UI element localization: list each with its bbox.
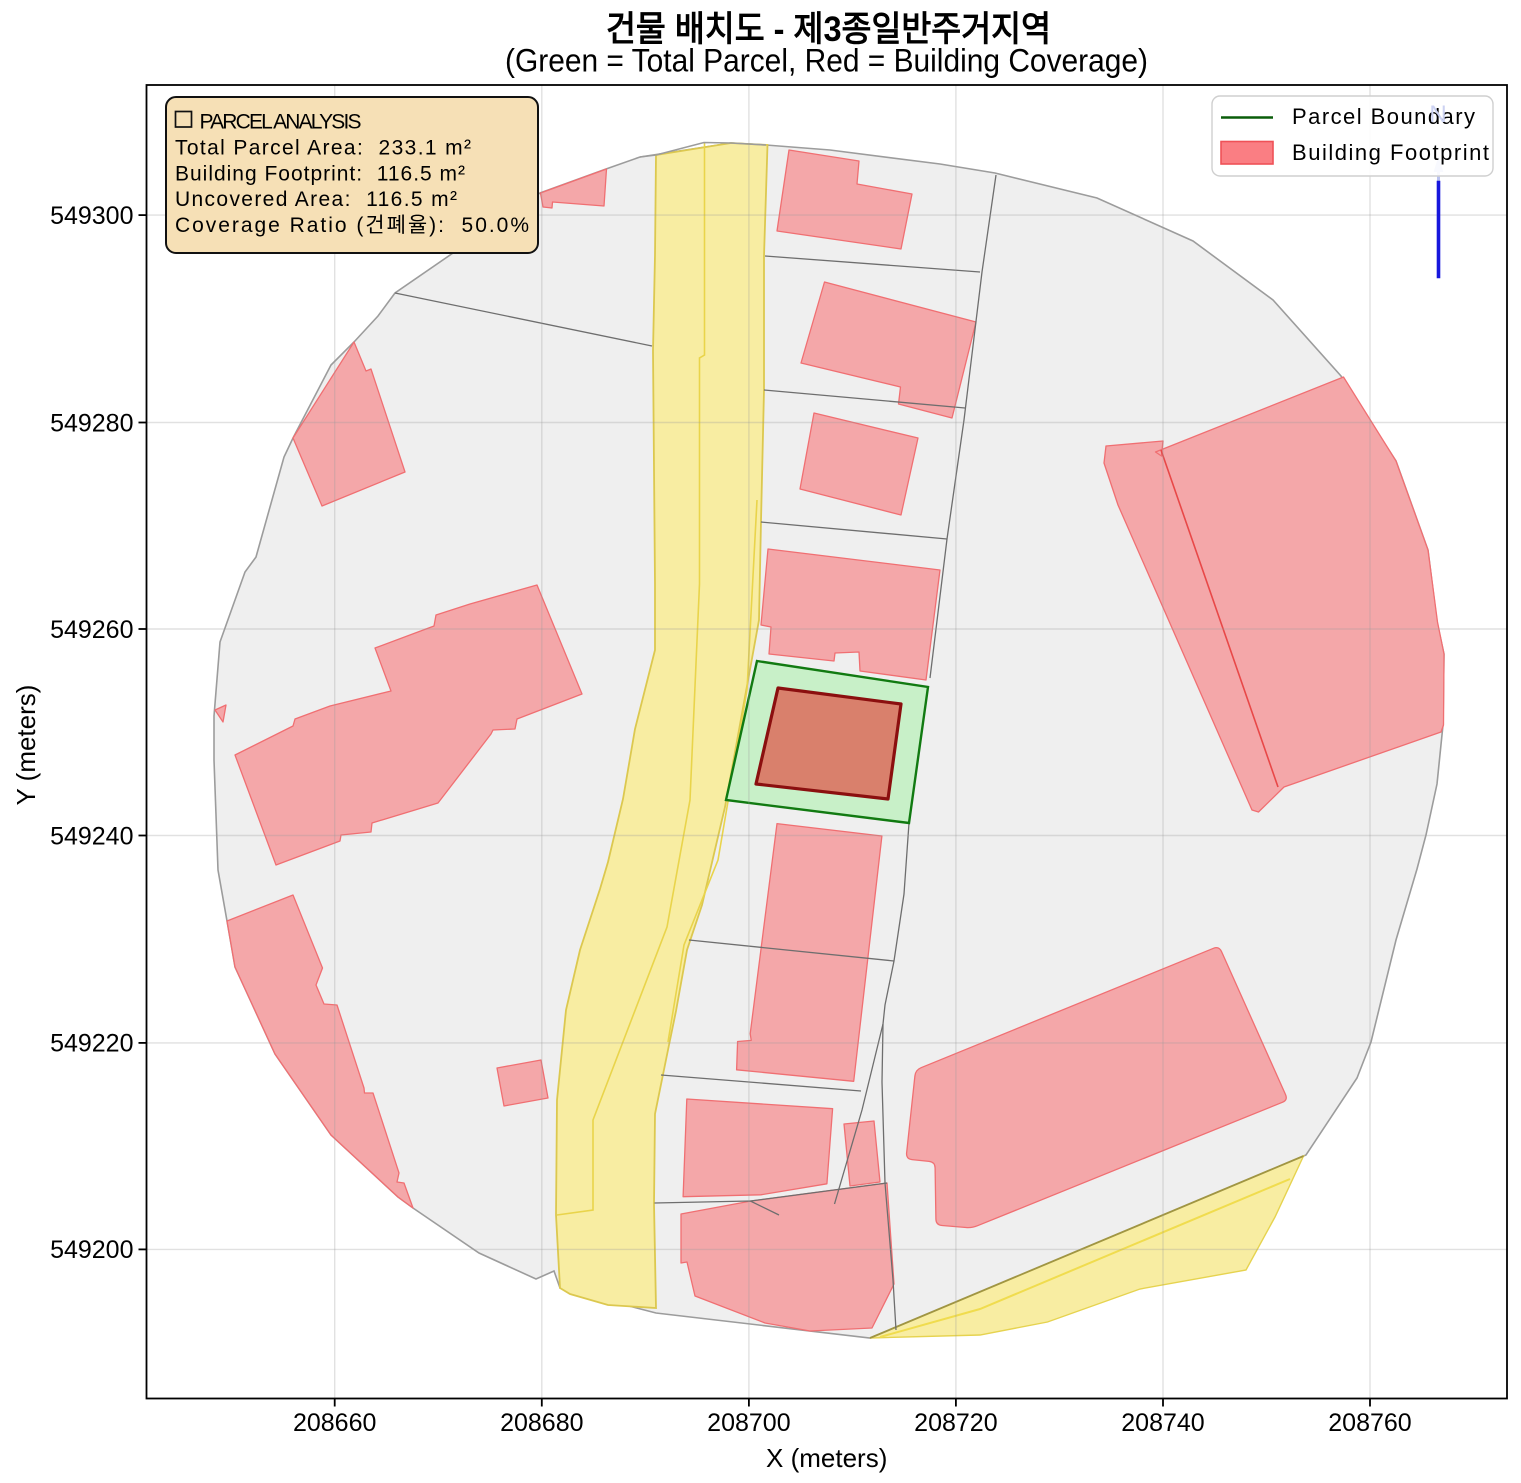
svg-text:Uncovered Area: 116.5 m²: Uncovered Area: 116.5 m² bbox=[175, 188, 457, 211]
svg-text:X (meters): X (meters) bbox=[766, 1443, 887, 1473]
svg-text:208680: 208680 bbox=[500, 1409, 583, 1437]
svg-text:N: N bbox=[1429, 101, 1446, 128]
svg-text:PARCEL ANALYSIS: PARCEL ANALYSIS bbox=[200, 111, 362, 134]
svg-text:549240: 549240 bbox=[50, 822, 133, 850]
svg-text:Coverage Ratio (건폐율): 50.0%: Coverage Ratio (건폐율): 50.0% bbox=[175, 214, 529, 237]
svg-text:건물 배치도 - 제3종일반주거지역: 건물 배치도 - 제3종일반주거지역 bbox=[606, 10, 1051, 49]
svg-text:549220: 549220 bbox=[50, 1030, 133, 1058]
svg-text:Building Footprint: 116.5 m²: Building Footprint: 116.5 m² bbox=[175, 162, 465, 185]
svg-text:Parcel Boundary: Parcel Boundary bbox=[1292, 104, 1475, 129]
svg-text:549280: 549280 bbox=[50, 409, 133, 437]
svg-text:549300: 549300 bbox=[50, 202, 133, 230]
svg-text:208720: 208720 bbox=[914, 1409, 997, 1437]
svg-text:Y (meters): Y (meters) bbox=[11, 685, 41, 806]
svg-text:549200: 549200 bbox=[50, 1236, 133, 1264]
svg-text:Total Parcel Area: 233.1 m²: Total Parcel Area: 233.1 m² bbox=[175, 137, 471, 160]
svg-text:(Green = Total Parcel, Red = B: (Green = Total Parcel, Red = Building Co… bbox=[505, 43, 1148, 79]
svg-text:Building Footprint: Building Footprint bbox=[1292, 140, 1489, 165]
svg-text:208660: 208660 bbox=[293, 1409, 376, 1437]
svg-text:208740: 208740 bbox=[1121, 1409, 1204, 1437]
svg-text:208700: 208700 bbox=[707, 1409, 790, 1437]
svg-text:549260: 549260 bbox=[50, 616, 133, 644]
svg-text:208760: 208760 bbox=[1328, 1409, 1411, 1437]
